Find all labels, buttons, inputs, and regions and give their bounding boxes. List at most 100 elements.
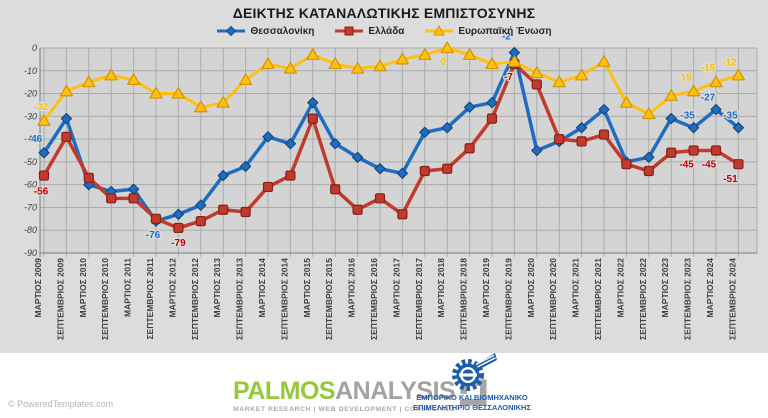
x-tick-label: ΣΕΠΤΕΜΒΡΙΟΣ 2014 bbox=[279, 258, 289, 340]
x-tick-label: ΣΕΠΤΕΜΒΡΙΟΣ 2015 bbox=[324, 258, 334, 340]
x-tick-label: ΣΕΠΤΕΜΒΡΙΟΣ 2021 bbox=[593, 258, 603, 340]
data-point-label: -27 bbox=[701, 93, 716, 104]
chamber-name-line2: ΕΠΙΜΕΛΗΤΗΡΙΟ ΘΕΣΣΑΛΟΝΙΚΗΣ bbox=[413, 403, 531, 413]
data-point-marker bbox=[352, 151, 364, 163]
data-point-marker bbox=[531, 79, 542, 90]
y-tick-label: -40 bbox=[24, 134, 37, 144]
palmos-logo: PALMOS ANALYSIS MARKET RESEARCH | WEB DE… bbox=[233, 377, 487, 413]
y-tick-label: -80 bbox=[24, 225, 37, 235]
data-point-label: -19 bbox=[677, 72, 692, 83]
data-point-marker bbox=[531, 144, 543, 157]
data-point-marker bbox=[307, 97, 319, 109]
data-point-label: -46 bbox=[28, 134, 43, 145]
data-point-marker bbox=[441, 122, 453, 134]
data-point-marker bbox=[440, 41, 454, 54]
data-point-marker bbox=[464, 101, 476, 113]
data-point-marker bbox=[576, 136, 587, 147]
data-point-marker bbox=[239, 73, 253, 85]
data-point-label: -35 bbox=[680, 111, 695, 122]
x-tick-label: ΜΑΡΤΙΟΣ 2023 bbox=[660, 258, 670, 318]
chamber-gear-icon bbox=[452, 353, 497, 391]
data-point-label: -79 bbox=[171, 238, 186, 249]
data-point-marker bbox=[442, 163, 453, 174]
legend-marker-icon bbox=[335, 26, 364, 36]
data-point-label: -76 bbox=[146, 230, 161, 241]
data-point-marker bbox=[329, 138, 341, 150]
data-point-marker bbox=[552, 75, 566, 88]
legend-label: Θεσσαλονίκη bbox=[250, 25, 315, 37]
data-point-marker bbox=[240, 160, 252, 173]
x-tick-label: ΜΑΡΤΙΟΣ 2017 bbox=[391, 258, 401, 318]
data-point-marker bbox=[485, 57, 499, 70]
data-point-marker bbox=[59, 84, 73, 97]
data-point-marker bbox=[38, 147, 50, 159]
x-tick-label: ΣΕΠΤΕΜΒΡΙΟΣ 2010 bbox=[100, 258, 110, 340]
x-tick-label: ΜΑΡΤΙΟΣ 2019 bbox=[481, 258, 491, 318]
data-point-marker bbox=[195, 199, 207, 211]
data-point-marker bbox=[575, 68, 589, 81]
data-point-marker bbox=[173, 222, 184, 234]
chamber-name: ΕΜΠΟΡΙΚΟ ΚΑΙ ΒΙΟΜΗΧΑΝΙΚΟ ΕΠΙΜΕΛΗΤΗΡΙΟ ΘΕ… bbox=[406, 393, 538, 413]
y-tick-label: -90 bbox=[24, 248, 37, 258]
x-tick-label: ΜΑΡΤΙΟΣ 2016 bbox=[347, 258, 357, 318]
data-point-marker bbox=[507, 55, 521, 67]
x-tick-label: ΜΑΡΤΙΟΣ 2011 bbox=[123, 258, 133, 317]
data-point-marker bbox=[486, 97, 498, 109]
y-tick-label: -60 bbox=[24, 180, 37, 190]
x-tick-label: ΜΑΡΤΙΟΣ 2013 bbox=[212, 258, 222, 318]
data-point-marker bbox=[397, 209, 408, 220]
x-tick-label: ΜΑΡΤΙΟΣ 2022 bbox=[615, 258, 625, 318]
x-tick-label: ΣΕΠΤΕΜΒΡΙΟΣ 2009 bbox=[55, 258, 65, 340]
palmos-brand-secondary: ANALYSIS bbox=[335, 377, 456, 405]
data-point-marker bbox=[37, 114, 51, 126]
data-point-marker bbox=[262, 131, 274, 143]
data-point-marker bbox=[172, 208, 184, 220]
x-tick-label: ΜΑΡΤΙΟΣ 2014 bbox=[257, 258, 267, 318]
x-tick-label: ΜΑΡΤΙΟΣ 2021 bbox=[571, 258, 581, 318]
data-point-marker bbox=[395, 52, 409, 65]
data-point-marker bbox=[351, 61, 365, 74]
plot-area bbox=[40, 48, 757, 253]
data-point-marker bbox=[352, 204, 363, 215]
x-tick-label: ΣΕΠΤΕΜΒΡΙΟΣ 2018 bbox=[459, 258, 469, 340]
data-point-marker bbox=[733, 159, 744, 170]
data-point-marker bbox=[664, 89, 678, 101]
data-point-label: -45 bbox=[702, 160, 717, 171]
data-point-marker bbox=[307, 113, 318, 124]
legend-label: Ευρωπαϊκή Ένωση bbox=[458, 25, 552, 37]
data-point-marker bbox=[194, 100, 208, 113]
data-point-marker bbox=[576, 122, 588, 134]
data-point-label: -15 bbox=[701, 63, 716, 74]
data-point-label: -7 bbox=[504, 72, 513, 83]
x-tick-label: ΣΕΠΤΕΜΒΡΙΟΣ 2023 bbox=[683, 258, 693, 340]
data-point-marker bbox=[598, 129, 610, 140]
data-point-marker bbox=[262, 181, 274, 193]
data-point-label: -12 bbox=[722, 57, 737, 68]
data-point-marker bbox=[419, 126, 431, 138]
data-point-marker bbox=[171, 86, 185, 99]
legend-marker-icon bbox=[425, 25, 454, 36]
x-axis-labels: ΜΑΡΤΙΟΣ 2009 ΣΕΠΤΕΜΒΡΙΟΣ 2009 ΜΑΡΤΙΟΣ 2010… bbox=[33, 258, 737, 340]
y-tick-label: -50 bbox=[24, 157, 37, 167]
x-tick-label: ΣΕΠΤΕΜΒΡΙΟΣ 2016 bbox=[369, 258, 379, 340]
data-point-marker bbox=[619, 96, 633, 108]
y-tick-label: 0 bbox=[32, 43, 37, 53]
data-point-marker bbox=[464, 143, 475, 154]
data-point-marker bbox=[306, 48, 320, 60]
data-point-label: 0 bbox=[440, 57, 446, 68]
x-tick-label: ΜΑΡΤΙΟΣ 2012 bbox=[167, 258, 177, 318]
data-point-marker bbox=[710, 103, 722, 116]
data-point-marker bbox=[374, 193, 386, 204]
y-tick-label: -70 bbox=[24, 202, 37, 212]
data-point-marker bbox=[530, 66, 544, 79]
copyright-text: © PoweredTemplates.com bbox=[8, 399, 114, 409]
data-point-marker bbox=[217, 169, 229, 182]
data-point-label: -51 bbox=[723, 174, 738, 185]
data-point-marker bbox=[710, 145, 722, 156]
data-point-marker bbox=[732, 122, 744, 134]
data-point-marker bbox=[218, 204, 229, 215]
legend-label: Ελλάδα bbox=[368, 25, 405, 37]
x-tick-label: ΣΕΠΤΕΜΒΡΙΟΣ 2024 bbox=[727, 258, 737, 340]
